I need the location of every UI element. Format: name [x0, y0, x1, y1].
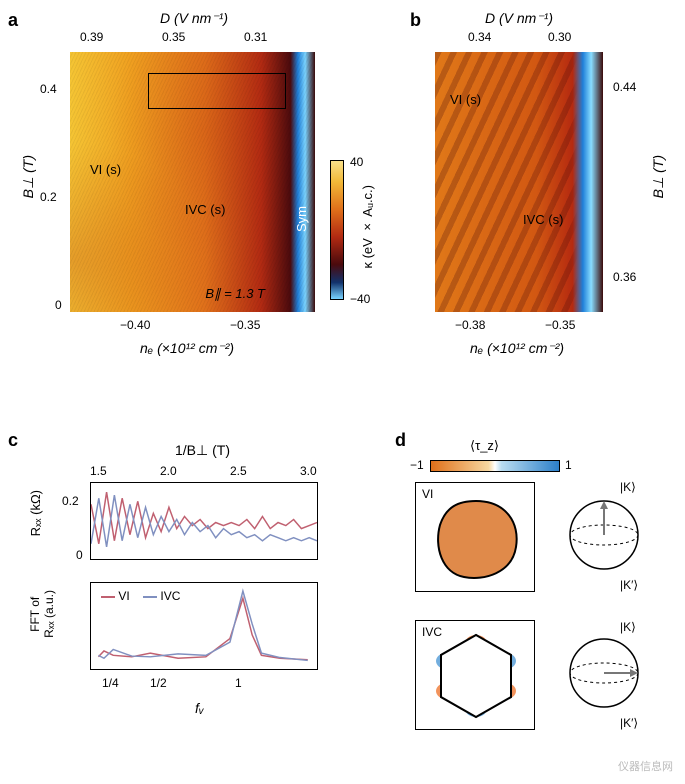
panel-a-sym-label: Sym — [294, 206, 309, 232]
panel-b-y-tick: 0.36 — [613, 270, 636, 284]
panel-d-ivc-text: IVC — [422, 625, 442, 639]
panel-d-vi-text: VI — [422, 487, 433, 501]
panel-d-label: d — [395, 430, 406, 451]
panel-a-roi-box — [148, 73, 285, 109]
panel-a-vi-label: VI (s) — [90, 162, 121, 177]
panel-d-vi-ket-bot: |K′⟩ — [620, 578, 638, 592]
panel-c-top-x-tick: 1.5 — [90, 464, 107, 478]
panel-a-y-label: B⊥ (T) — [20, 155, 36, 198]
panel-b-x-label: nₑ (×10¹² cm⁻²) — [470, 340, 564, 357]
panel-a-x-label: nₑ (×10¹² cm⁻²) — [140, 340, 234, 357]
panel-d-tau-label: ⟨τ_z⟩ — [470, 438, 499, 454]
panel-b-x-tick: −0.38 — [455, 318, 485, 332]
panel-a-ivc-label: IVC (s) — [185, 202, 225, 217]
panel-c-label: c — [8, 430, 18, 451]
panel-b-top-tick: 0.34 — [468, 30, 491, 44]
panel-c-bot-x-tick: 1/4 — [102, 676, 119, 690]
panel-a-x-tick: −0.40 — [120, 318, 150, 332]
panel-b-ivc-label: IVC (s) — [523, 212, 563, 227]
panel-a-y-tick: 0.4 — [40, 82, 57, 96]
legend-ivc: IVC — [160, 589, 180, 603]
panel-b-y-label: B⊥ (T) — [650, 155, 666, 198]
panel-c-bot-plot: VI IVC — [90, 582, 318, 670]
panel-c-bot-x-tick: 1/2 — [150, 676, 167, 690]
panel-d-vi-box: VI — [415, 482, 535, 592]
panel-b-top-tick: 0.30 — [548, 30, 571, 44]
panel-a-x-tick: −0.35 — [230, 318, 260, 332]
panel-c-top-y-tick: 0.2 — [62, 494, 79, 508]
panel-a-y-tick: 0 — [55, 298, 62, 312]
panel-a-bpar-label: B∥ = 1.3 T — [205, 286, 265, 302]
panel-b-top-axis-label: D (V nm⁻¹) — [485, 10, 553, 27]
panel-d-vi-ket-top: |K⟩ — [620, 480, 636, 494]
panel-a-cbar-top: 40 — [350, 155, 363, 169]
panel-c-top-plot — [90, 482, 318, 560]
panel-b-x-tick: −0.35 — [545, 318, 575, 332]
panel-b-vi-label: VI (s) — [450, 92, 481, 107]
panel-a-heatmap: VI (s) IVC (s) Sym B∥ = 1.3 T — [70, 52, 315, 312]
panel-d-vi-sphere — [565, 496, 643, 574]
panel-c-top-x-tick: 2.0 — [160, 464, 177, 478]
panel-d-ivc-sphere — [565, 634, 643, 712]
watermark: 仪器信息网 — [618, 758, 673, 774]
panel-c-top-y-tick: 0 — [76, 548, 83, 562]
panel-c-bot-y-label: FFT of Rₓₓ (a.u.) — [28, 590, 44, 638]
panel-a-top-tick: 0.31 — [244, 30, 267, 44]
panel-d-tau-colorbar — [430, 460, 560, 472]
panel-a-top-axis-label: D (V nm⁻¹) — [160, 10, 228, 27]
panel-c-bot-x-tick: 1 — [235, 676, 242, 690]
panel-a-cbar-label: κ (eV × Aᵤ.c.) — [360, 185, 375, 269]
panel-d-tau-max: 1 — [565, 458, 572, 472]
panel-d-ivc-box: IVC — [415, 620, 535, 730]
panel-b-heatmap: VI (s) IVC (s) — [435, 52, 603, 312]
panel-c-top-y-label: Rₓₓ (kΩ) — [28, 490, 44, 536]
panel-c-top-x-label: 1/B⊥ (T) — [175, 442, 230, 459]
panel-a-colorbar — [330, 160, 344, 300]
panel-a-cbar-bot: −40 — [350, 292, 370, 306]
panel-c-bot-x-label: fᵥ — [195, 700, 204, 716]
panel-d-ivc-ket-bot: |K′⟩ — [620, 716, 638, 730]
panel-a-label: a — [8, 10, 18, 31]
panel-b-y-tick: 0.44 — [613, 80, 636, 94]
panel-b-label: b — [410, 10, 421, 31]
panel-a-top-tick: 0.35 — [162, 30, 185, 44]
panel-a-top-tick: 0.39 — [80, 30, 103, 44]
panel-a-y-tick: 0.2 — [40, 190, 57, 204]
legend-vi: VI — [118, 589, 129, 603]
panel-c-legend: VI IVC — [101, 589, 180, 603]
panel-c-top-x-tick: 2.5 — [230, 464, 247, 478]
panel-c-top-x-tick: 3.0 — [300, 464, 317, 478]
panel-d-ivc-ket-top: |K⟩ — [620, 620, 636, 634]
panel-d-tau-min: −1 — [410, 458, 424, 472]
